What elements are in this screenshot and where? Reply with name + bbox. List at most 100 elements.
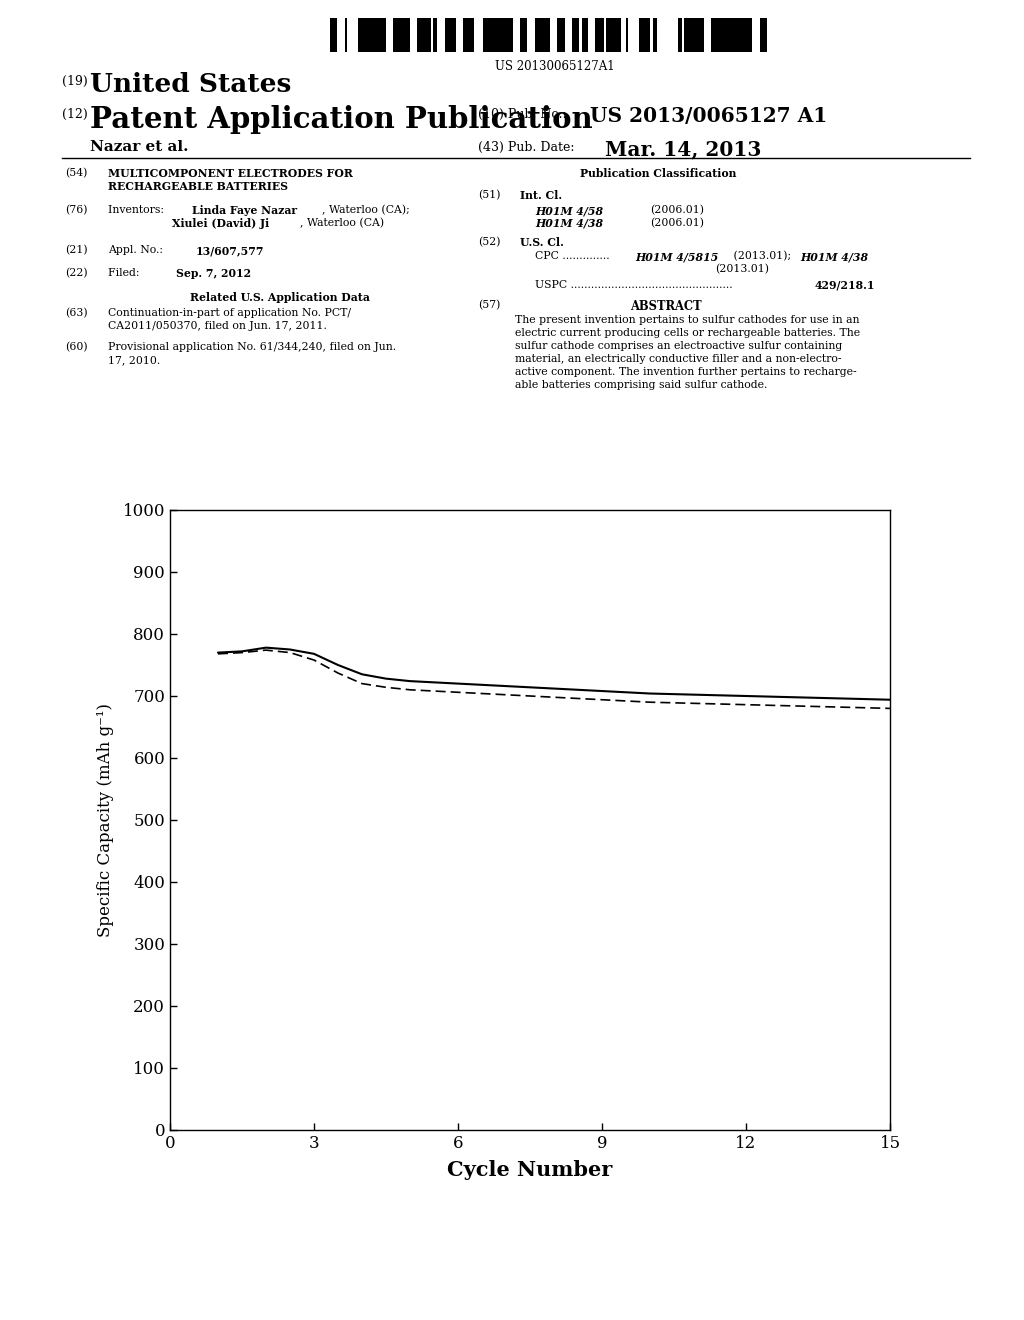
Bar [424, 18, 431, 51]
Text: (63): (63) [65, 308, 88, 318]
Bar [724, 18, 731, 51]
Bar [734, 18, 737, 51]
Text: The present invention pertains to sulfur cathodes for use in an: The present invention pertains to sulfur… [515, 315, 859, 325]
Text: (76): (76) [65, 205, 87, 215]
Text: USPC ................................................: USPC ...................................… [535, 280, 736, 290]
Bar [741, 18, 744, 51]
Bar [536, 18, 539, 51]
Bar [617, 18, 620, 51]
Text: (2006.01): (2006.01) [650, 218, 705, 228]
Text: H01M 4/5815: H01M 4/5815 [635, 251, 719, 261]
Text: Inventors:: Inventors: [108, 205, 171, 215]
Bar [489, 18, 496, 51]
Bar [330, 18, 337, 51]
Text: Xiulei (David) Ji: Xiulei (David) Ji [172, 218, 269, 228]
Bar [737, 18, 741, 51]
Text: (2013.01);: (2013.01); [730, 251, 795, 261]
Bar [377, 18, 380, 51]
Bar [399, 18, 404, 51]
Text: United States: United States [90, 73, 292, 96]
Bar [718, 18, 724, 51]
Bar [451, 18, 456, 51]
Text: Filed:: Filed: [108, 268, 164, 279]
Bar [763, 18, 767, 51]
Bar [486, 18, 489, 51]
Text: Provisional application No. 61/344,240, filed on Jun.: Provisional application No. 61/344,240, … [108, 342, 396, 352]
Bar [380, 18, 386, 51]
Bar [601, 18, 604, 51]
Bar [679, 18, 682, 51]
Text: ABSTRACT: ABSTRACT [630, 300, 701, 313]
Text: (12): (12) [62, 108, 88, 121]
Bar [483, 18, 486, 51]
Bar [691, 18, 699, 51]
Text: Nazar et al.: Nazar et al. [90, 140, 188, 154]
Text: (60): (60) [65, 342, 88, 352]
Bar [444, 18, 451, 51]
Bar [345, 18, 347, 51]
Bar [731, 18, 734, 51]
Text: (22): (22) [65, 268, 88, 279]
Bar [744, 18, 752, 51]
Bar [471, 18, 474, 51]
Text: 17, 2010.: 17, 2010. [108, 355, 160, 366]
Y-axis label: Specific Capacity (mAh g⁻¹): Specific Capacity (mAh g⁻¹) [97, 704, 115, 937]
Text: able batteries comprising said sulfur cathode.: able batteries comprising said sulfur ca… [515, 380, 767, 389]
Bar [505, 18, 513, 51]
Bar [626, 18, 629, 51]
Text: (2006.01): (2006.01) [650, 205, 705, 215]
Bar [496, 18, 499, 51]
Text: U.S. Cl.: U.S. Cl. [520, 238, 564, 248]
Bar [606, 18, 610, 51]
Text: US 20130065127A1: US 20130065127A1 [496, 59, 614, 73]
Text: (21): (21) [65, 246, 88, 255]
Bar [595, 18, 601, 51]
Text: US 2013/0065127 A1: US 2013/0065127 A1 [590, 106, 827, 125]
Bar [652, 18, 656, 51]
Text: (51): (51) [478, 190, 501, 201]
Bar [404, 18, 411, 51]
Text: (52): (52) [478, 238, 501, 247]
Text: Sep. 7, 2012: Sep. 7, 2012 [176, 268, 251, 279]
Bar [433, 18, 437, 51]
Text: material, an electrically conductive filler and a non-electro-: material, an electrically conductive fil… [515, 354, 842, 364]
Bar [364, 18, 371, 51]
Text: active component. The invention further pertains to recharge-: active component. The invention further … [515, 367, 857, 378]
Text: H01M 4/38: H01M 4/38 [535, 218, 603, 228]
Text: H01M 4/58: H01M 4/58 [535, 205, 603, 216]
Text: Related U.S. Application Data: Related U.S. Application Data [190, 292, 370, 304]
Text: CA2011/050370, filed on Jun. 17, 2011.: CA2011/050370, filed on Jun. 17, 2011. [108, 321, 327, 331]
Bar [684, 18, 691, 51]
Bar [499, 18, 505, 51]
Text: (54): (54) [65, 168, 87, 178]
Text: Int. Cl.: Int. Cl. [520, 190, 562, 201]
Bar [583, 18, 589, 51]
Bar [711, 18, 718, 51]
Text: sulfur cathode comprises an electroactive sulfur containing: sulfur cathode comprises an electroactiv… [515, 341, 843, 351]
Text: Mar. 14, 2013: Mar. 14, 2013 [605, 139, 762, 158]
Text: (19): (19) [62, 75, 88, 88]
Bar [392, 18, 399, 51]
Text: 13/607,577: 13/607,577 [196, 246, 264, 256]
Text: Appl. No.:: Appl. No.: [108, 246, 170, 255]
Text: 429/218.1: 429/218.1 [815, 280, 876, 290]
Bar [560, 18, 565, 51]
Text: Continuation-in-part of application No. PCT/: Continuation-in-part of application No. … [108, 308, 351, 318]
Bar [371, 18, 377, 51]
Bar [539, 18, 542, 51]
Bar [542, 18, 550, 51]
Bar [571, 18, 580, 51]
Text: (43) Pub. Date:: (43) Pub. Date: [478, 141, 574, 154]
Bar [760, 18, 763, 51]
Text: (2013.01): (2013.01) [715, 264, 769, 275]
Bar [610, 18, 617, 51]
Text: Linda Faye Nazar: Linda Faye Nazar [193, 205, 297, 216]
Bar [520, 18, 527, 51]
Bar [417, 18, 424, 51]
Text: CPC ..............: CPC .............. [535, 251, 613, 261]
Bar [699, 18, 705, 51]
Bar [645, 18, 650, 51]
Text: MULTICOMPONENT ELECTRODES FOR: MULTICOMPONENT ELECTRODES FOR [108, 168, 353, 180]
Text: RECHARGEABLE BATTERIES: RECHARGEABLE BATTERIES [108, 181, 288, 191]
Text: (10) Pub. No.:: (10) Pub. No.: [478, 108, 566, 121]
